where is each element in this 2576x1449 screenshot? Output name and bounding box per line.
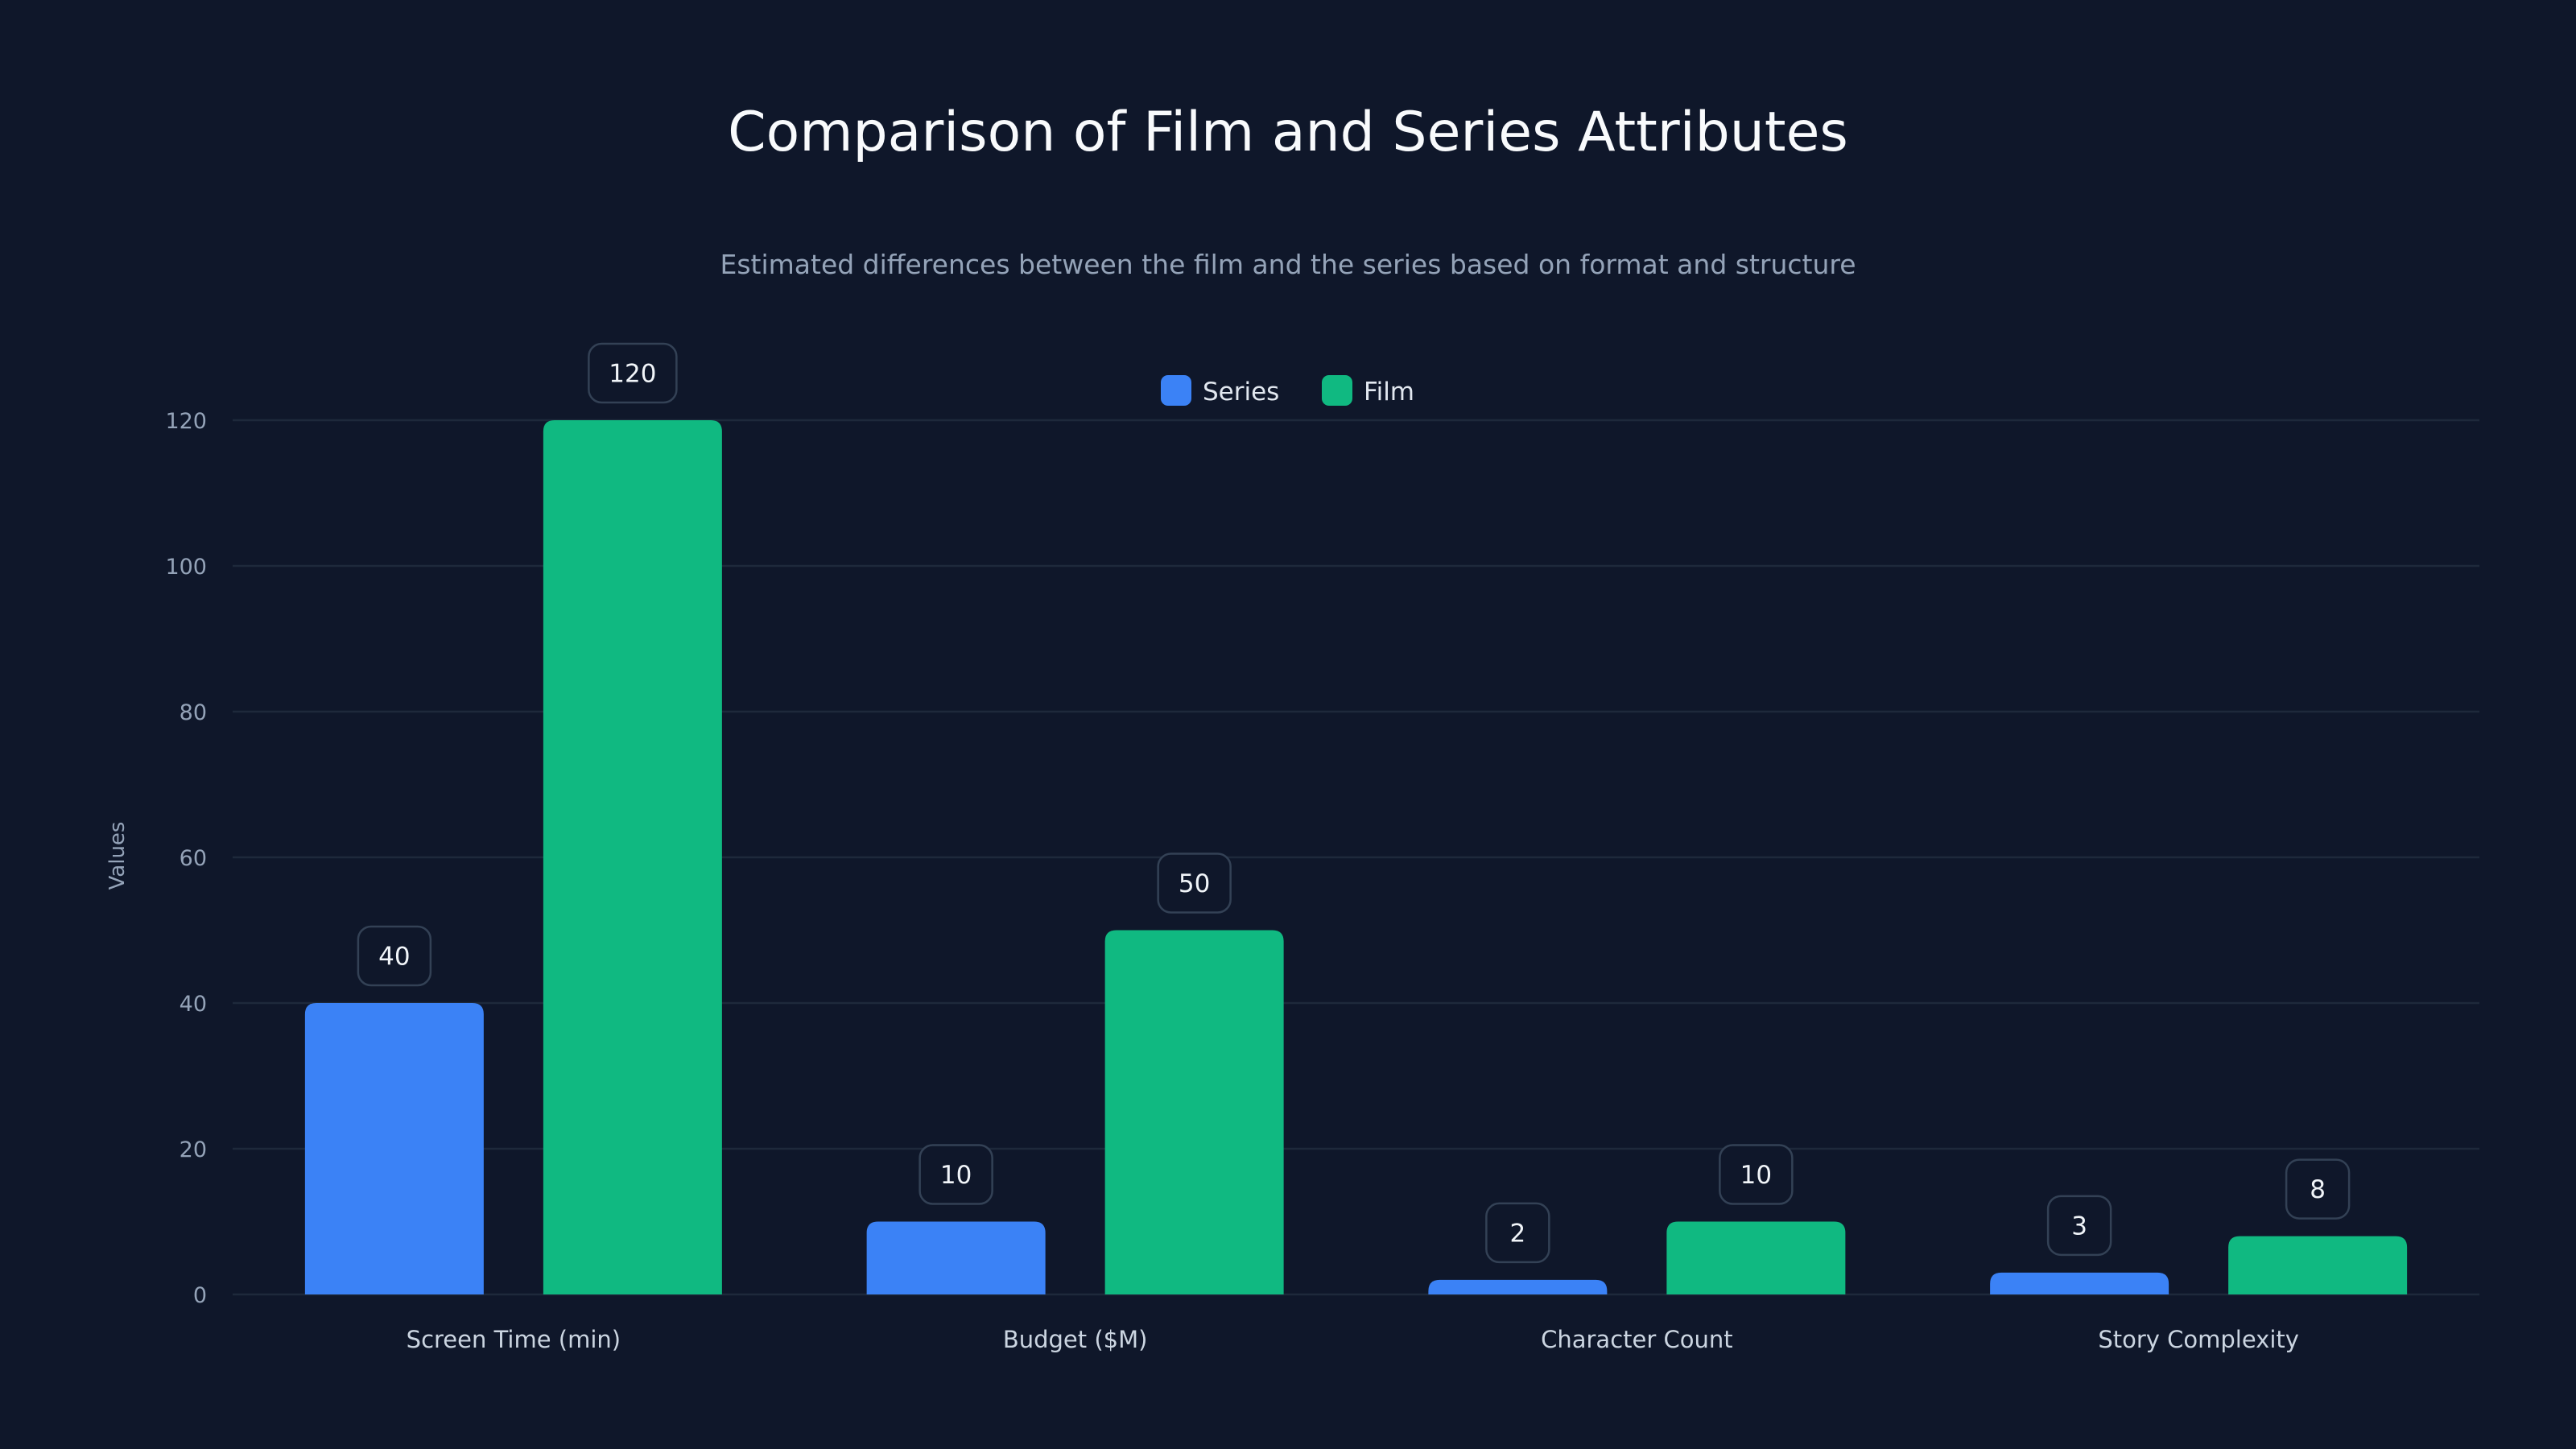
data-label-box — [919, 1144, 993, 1205]
data-label: 10 — [1740, 1161, 1772, 1190]
y-tick-label: 80 — [180, 700, 207, 725]
data-label-box — [357, 925, 432, 987]
data-label-box — [2046, 1195, 2112, 1257]
legend-label: Film — [1364, 378, 1414, 407]
bar-film — [543, 420, 722, 1294]
data-label: 50 — [1179, 869, 1210, 898]
x-category-label: Budget ($M) — [1003, 1326, 1148, 1353]
y-tick-label: 60 — [180, 846, 207, 871]
data-label: 8 — [2310, 1175, 2326, 1204]
data-label: 40 — [378, 943, 410, 972]
x-category-label: Screen Time (min) — [407, 1326, 621, 1353]
y-tick-label: 20 — [180, 1137, 207, 1162]
y-axis-title: Values — [105, 822, 130, 890]
legend-swatch — [1322, 375, 1352, 406]
data-label: 10 — [940, 1161, 972, 1190]
y-tick-label: 120 — [165, 409, 207, 434]
bars: 40 120 10 50 2 10 3 8 — [304, 342, 2408, 1294]
chart-title: Comparison of Film and Series Attributes — [728, 101, 1848, 164]
x-category-label: Character Count — [1541, 1326, 1733, 1353]
bar-film — [1666, 1221, 1846, 1294]
bar-series — [304, 1003, 484, 1294]
legend-item-series[interactable]: Series — [1161, 375, 1279, 407]
data-label: 120 — [609, 360, 656, 389]
legend[interactable]: Series Film — [1161, 375, 1414, 407]
bar-series — [866, 1221, 1046, 1294]
y-tick-label: 40 — [180, 992, 207, 1017]
y-tick-label: 100 — [165, 555, 207, 580]
bar-film — [2228, 1236, 2408, 1294]
chart-subtitle: Estimated differences between the film a… — [720, 249, 1856, 280]
x-category-label: Story Complexity — [2098, 1326, 2299, 1353]
y-axis-ticks: 0 20 40 60 80 100 120 — [165, 409, 207, 1308]
data-label: 2 — [1510, 1219, 1526, 1248]
y-tick-label: 0 — [193, 1283, 207, 1308]
data-label-box — [588, 342, 678, 404]
data-label-box — [1485, 1202, 1550, 1264]
data-label: 3 — [2071, 1212, 2087, 1241]
legend-item-film[interactable]: Film — [1322, 375, 1414, 407]
bar-series — [1990, 1272, 2169, 1294]
data-label-box — [1157, 852, 1232, 914]
data-label-box — [1719, 1144, 1794, 1205]
data-label-box — [2285, 1158, 2351, 1220]
bar-series — [1428, 1279, 1608, 1294]
legend-swatch — [1161, 375, 1191, 406]
legend-label: Series — [1203, 378, 1279, 407]
x-axis-categories: Screen Time (min) Budget ($M) Character Co… — [407, 1326, 2299, 1353]
bar-film — [1104, 930, 1284, 1294]
